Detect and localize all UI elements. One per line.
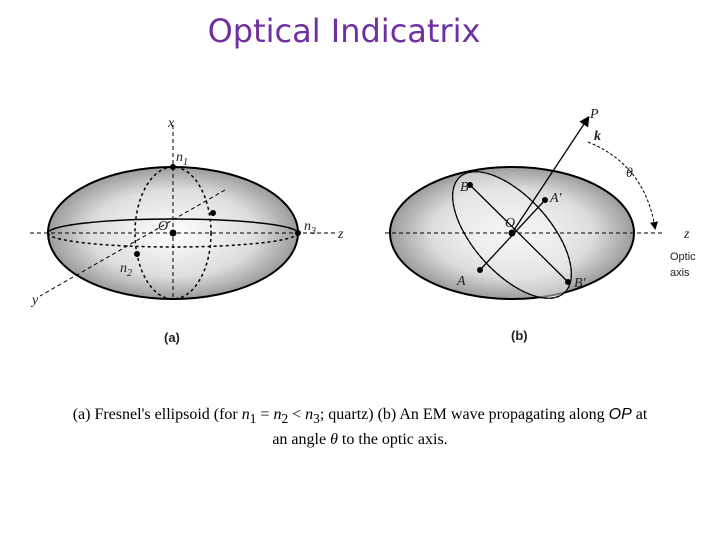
text: n (305, 406, 314, 423)
text: OP (608, 406, 632, 423)
label: n3 (304, 219, 316, 237)
label: z (337, 227, 344, 242)
label: n2 (120, 261, 132, 279)
caption-line: (a) Fresnel's ellipsoid (for n1 = n2 < n… (20, 404, 700, 429)
caption-b: (b) (511, 328, 528, 343)
label: A (456, 274, 466, 289)
text: ; quartz) (b) An EM wave propagating alo… (319, 406, 609, 423)
text: θ (330, 431, 338, 449)
text: 3 (310, 226, 316, 237)
label: P (589, 107, 599, 122)
text: n (304, 219, 311, 234)
label: x (167, 116, 175, 131)
label: θ (626, 166, 633, 181)
label: k (594, 129, 601, 144)
label: y (30, 293, 39, 308)
label: B′ (574, 276, 587, 291)
label: A′ (549, 191, 563, 206)
text: n (241, 406, 250, 423)
label: B (460, 180, 469, 195)
caption-line: an angle θ to the optic axis. (20, 429, 700, 450)
text: n (273, 406, 282, 423)
text: an angle (272, 431, 331, 449)
caption-a: (a) (164, 330, 180, 345)
label: O (158, 219, 168, 234)
caption: (a) Fresnel's ellipsoid (for n1 = n2 < n… (20, 404, 700, 450)
text: 2 (127, 268, 132, 279)
text: at (631, 406, 648, 423)
text: n (120, 261, 127, 276)
text: 2 (281, 411, 289, 427)
text: (a) Fresnel's ellipsoid (for (72, 406, 242, 423)
label: n1 (176, 150, 188, 168)
text: 1 (249, 411, 257, 427)
title: Optical Indicatrix (207, 12, 481, 50)
label: O (505, 216, 515, 231)
ellipsoid-b (385, 115, 665, 300)
figure: x n1 O n3 z n2 y (a) P k θ B A′ O z Opti… (30, 107, 696, 345)
text: 3 (313, 411, 320, 427)
label: Optic (670, 251, 696, 263)
text: 1 (183, 157, 188, 168)
text: < (288, 406, 306, 423)
labels-b: P k θ B A′ O z Optic axis A B′ (b) (456, 107, 696, 343)
labels-a: x n1 O n3 z n2 y (a) (30, 116, 344, 345)
label: z (683, 227, 690, 242)
ellipsoid-a (30, 125, 335, 300)
text: to the optic axis. (337, 431, 448, 449)
text: n (176, 150, 183, 165)
label: axis (670, 267, 690, 279)
text: = (256, 406, 274, 423)
